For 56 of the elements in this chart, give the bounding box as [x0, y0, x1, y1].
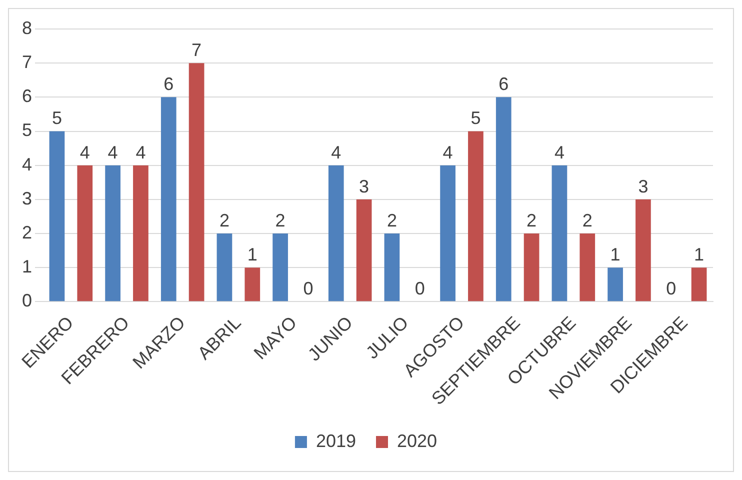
- bar: [524, 234, 540, 302]
- y-tick-label: 0: [22, 290, 32, 311]
- bar: [496, 97, 512, 302]
- legend-label: 2020: [397, 430, 438, 451]
- bar: [133, 165, 148, 302]
- y-tick-label: 7: [22, 52, 32, 72]
- bar: [580, 234, 596, 302]
- bar: [384, 234, 400, 302]
- data-label: 1: [247, 244, 258, 265]
- data-label: 3: [359, 176, 370, 196]
- data-label: 2: [386, 210, 397, 230]
- bar: [356, 199, 372, 302]
- data-label: 2: [219, 210, 230, 230]
- data-label: 5: [470, 108, 481, 128]
- y-tick-label: 4: [22, 154, 32, 174]
- data-label: 4: [442, 142, 453, 162]
- data-label: 6: [164, 74, 174, 94]
- data-label: 6: [498, 74, 509, 94]
- bar: [188, 63, 204, 302]
- y-tick-label: 2: [22, 222, 32, 242]
- bar: [440, 165, 456, 302]
- bar: [216, 234, 232, 302]
- bar: [244, 268, 260, 302]
- bar: [636, 199, 651, 302]
- data-label: 4: [80, 142, 90, 162]
- data-label: 4: [331, 142, 342, 162]
- y-tick-label: 5: [22, 120, 32, 140]
- data-label: 3: [638, 176, 648, 196]
- data-label: 4: [136, 142, 146, 162]
- data-label: 1: [610, 244, 620, 265]
- bar: [552, 165, 568, 302]
- legend-label: 2019: [316, 430, 356, 451]
- bar: [77, 165, 93, 302]
- y-tick-label: 6: [22, 86, 32, 106]
- y-tick-label: 3: [22, 188, 32, 208]
- data-label: 0: [666, 278, 676, 299]
- data-label: 4: [108, 142, 118, 162]
- data-label: 2: [275, 210, 286, 230]
- bar: [468, 131, 484, 302]
- bar: [49, 131, 65, 302]
- data-label: 2: [582, 210, 592, 230]
- data-label: 1: [694, 244, 704, 265]
- y-tick-label: 8: [22, 18, 32, 38]
- y-tick-label: 1: [22, 256, 32, 277]
- data-label: 7: [192, 40, 202, 60]
- bar: [105, 165, 120, 302]
- data-label: 4: [554, 142, 564, 162]
- bar: [608, 268, 623, 302]
- bar: [272, 234, 288, 302]
- bar: [691, 268, 707, 302]
- data-label: 0: [303, 278, 314, 299]
- data-label: 5: [52, 108, 62, 128]
- bar: [328, 165, 344, 302]
- data-label: 0: [414, 278, 425, 299]
- bar: [160, 97, 176, 302]
- data-label: 2: [526, 210, 537, 230]
